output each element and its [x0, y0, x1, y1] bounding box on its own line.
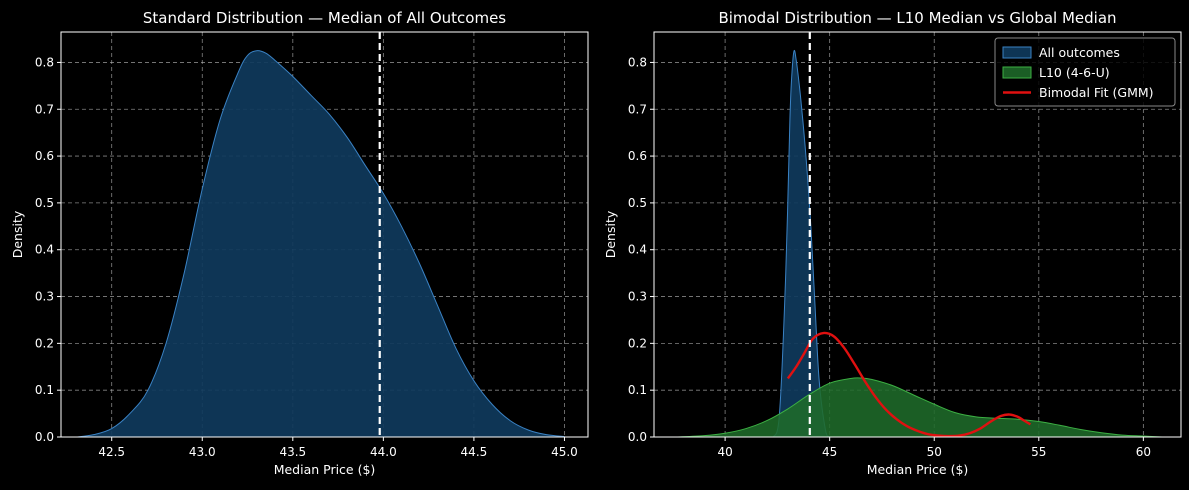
- series-area-all: [77, 50, 565, 437]
- x-tick-label: 55: [1031, 445, 1046, 459]
- y-tick-label: 0.3: [35, 290, 54, 304]
- y-tick-label: 0.0: [628, 430, 647, 444]
- x-ticks-bimodal: 40 45 50 55 60: [717, 437, 1151, 459]
- axes-frame-bimodal: [653, 31, 1182, 438]
- axes-border: [653, 31, 1182, 438]
- legend-box: [994, 37, 1176, 107]
- series-group-standard: [77, 50, 565, 438]
- x-tick-label: 45: [822, 445, 837, 459]
- y-tick-label: 0.2: [35, 336, 54, 350]
- legend: All outcomes L10 (4-6-U) Bimodal Fit (GMM): [994, 37, 1176, 107]
- y-ticks-standard: 0.0 0.1 0.2 0.3 0.4 0.5 0.6 0.7 0.8: [35, 55, 61, 444]
- chart-bimodal-distribution: 40 45 50 55 60 0.0 0.1 0.2 0.3 0.4 0.5 0.6 0.7 0.8 A…: [603, 9, 1182, 477]
- x-axis-label-bimodal: Median Price ($): [867, 462, 969, 477]
- x-tick-label: 44.0: [370, 445, 397, 459]
- legend-swatch-l10: [1002, 66, 1032, 79]
- y-tick-label: 0.0: [35, 430, 54, 444]
- y-ticks-bimodal: 0.0 0.1 0.2 0.3 0.4 0.5 0.6 0.7 0.8: [628, 55, 654, 444]
- y-tick-label: 0.4: [35, 243, 54, 257]
- legend-label-all: All outcomes: [1039, 45, 1120, 60]
- y-tick-label: 0.2: [628, 336, 647, 350]
- axes-border: [60, 31, 589, 438]
- x-tick-label: 50: [927, 445, 942, 459]
- x-tick-label: 45.0: [551, 445, 578, 459]
- x-tick-label: 40: [717, 445, 732, 459]
- y-tick-label: 0.4: [628, 243, 647, 257]
- y-tick-label: 0.7: [35, 102, 54, 116]
- y-axis-label-standard: Density: [10, 210, 25, 258]
- y-tick-label: 0.3: [628, 290, 647, 304]
- y-tick-label: 0.6: [35, 149, 54, 163]
- series-line-all: [77, 50, 565, 438]
- chart-title-standard: Standard Distribution — Median of All Ou…: [143, 9, 506, 27]
- chart-standard-distribution: 42.5 43.0 43.5 44.0 44.5 45.0 0.0 0.1 0.2 0.3 0.4…: [10, 9, 589, 477]
- x-tick-label: 43.5: [279, 445, 306, 459]
- series-area-all: [773, 50, 830, 437]
- y-tick-label: 0.5: [628, 196, 647, 210]
- y-tick-label: 0.1: [628, 383, 647, 397]
- x-ticks-standard: 42.5 43.0 43.5 44.0 44.5 45.0: [98, 437, 578, 459]
- y-tick-label: 0.8: [628, 55, 647, 69]
- y-tick-label: 0.8: [35, 55, 54, 69]
- x-tick-label: 42.5: [98, 445, 125, 459]
- x-tick-label: 44.5: [461, 445, 488, 459]
- x-tick-label: 60: [1136, 445, 1151, 459]
- y-tick-label: 0.7: [628, 102, 647, 116]
- legend-label-l10: L10 (4-6-U): [1039, 65, 1110, 80]
- series-line-l10: [676, 377, 1163, 438]
- legend-swatch-all: [1002, 46, 1032, 59]
- x-axis-label-standard: Median Price ($): [274, 462, 376, 477]
- chart-title-bimodal: Bimodal Distribution — L10 Median vs Glo…: [718, 9, 1116, 27]
- series-line-gmm: [786, 331, 1032, 438]
- legend-label-gmm: Bimodal Fit (GMM): [1039, 85, 1154, 100]
- y-tick-label: 0.5: [35, 196, 54, 210]
- axes-frame-standard: [60, 31, 589, 438]
- series-group-bimodal: [676, 49, 1163, 438]
- x-tick-label: 43.0: [189, 445, 216, 459]
- y-tick-label: 0.1: [35, 383, 54, 397]
- series-line-all: [772, 49, 831, 438]
- y-axis-label-bimodal: Density: [603, 210, 618, 258]
- y-tick-label: 0.6: [628, 149, 647, 163]
